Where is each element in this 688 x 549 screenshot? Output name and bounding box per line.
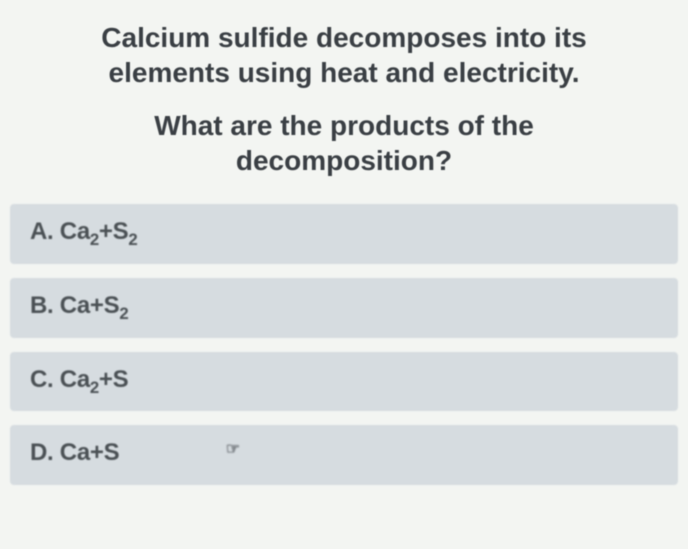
stem-line-1: Calcium sulfide decomposes into its	[30, 20, 658, 55]
option-a-text: Ca2+S2	[60, 218, 138, 245]
question-area: Calcium sulfide decomposes into its elem…	[0, 0, 688, 204]
quiz-container: Calcium sulfide decomposes into its elem…	[0, 0, 688, 549]
option-d-text: Ca+S	[60, 439, 120, 466]
option-b-text: Ca+S2	[60, 292, 129, 319]
option-a[interactable]: A. Ca2+S2	[10, 204, 678, 264]
option-d[interactable]: D. Ca+S ☞	[10, 425, 678, 485]
cursor-icon: ☞	[226, 441, 240, 458]
prompt-line-1: What are the products of the	[30, 108, 658, 143]
answer-options: A. Ca2+S2 B. Ca+S2 C. Ca2+S D. Ca+S ☞	[0, 204, 688, 495]
option-d-letter: D.	[30, 439, 53, 466]
option-b[interactable]: B. Ca+S2	[10, 278, 678, 338]
option-c-text: Ca2+S	[60, 366, 129, 393]
option-c-letter: C.	[30, 366, 53, 393]
option-c[interactable]: C. Ca2+S	[10, 352, 678, 412]
option-a-letter: A.	[30, 218, 53, 245]
prompt-line-2: decomposition?	[30, 143, 658, 178]
stem-line-2: elements using heat and electricity.	[30, 55, 658, 90]
option-b-letter: B.	[30, 292, 53, 319]
